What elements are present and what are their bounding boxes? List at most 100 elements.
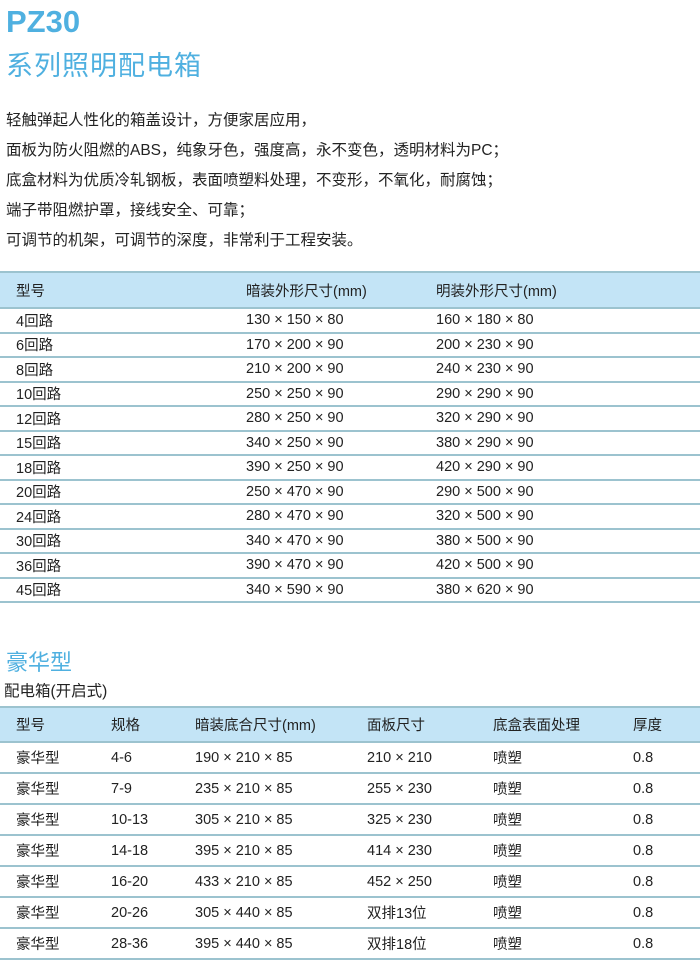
- table-cell: 395 × 210 × 85: [195, 835, 367, 867]
- table-cell: 10回路: [0, 381, 246, 407]
- table-cell: 320 × 500 × 90: [436, 504, 700, 530]
- feature-item: 端子带阻燃护罩，接线安全、可靠；: [6, 202, 255, 219]
- table-cell: 豪华型: [0, 897, 111, 929]
- table-row: 30回路 340 × 470 × 90 380 × 500 × 90: [0, 528, 700, 554]
- table-cell: 0.8: [633, 835, 700, 867]
- feature-item: 轻触弹起人性化的箱盖设计，方便家居应用，: [6, 112, 317, 129]
- table-row: 4回路 130 × 150 × 80 160 × 180 × 80: [0, 308, 700, 334]
- table-cell: 340 × 590 × 90: [246, 577, 436, 603]
- table-row: 45回路 340 × 590 × 90 380 × 620 × 90: [0, 577, 700, 603]
- table-cell: 喷塑: [493, 773, 633, 805]
- table-cell: 0.8: [633, 897, 700, 929]
- table-cell: 豪华型: [0, 866, 111, 898]
- table-cell: 320 × 290 × 90: [436, 406, 700, 432]
- table-row: 10回路 250 × 250 × 90 290 × 290 × 90: [0, 381, 700, 407]
- table-cell: 45回路: [0, 577, 246, 603]
- table-cell: 豪华型: [0, 835, 111, 867]
- table-cell: 28-36: [111, 928, 195, 960]
- feature-item: 面板为防火阻燃的ABS，纯象牙色，强度高，永不变色，透明材料为PC；: [6, 142, 509, 159]
- table-cell: 395 × 440 × 85: [195, 928, 367, 960]
- table-row: 20回路 250 × 470 × 90 290 × 500 × 90: [0, 479, 700, 505]
- table-cell: 250 × 250 × 90: [246, 381, 436, 407]
- table-cell: 36回路: [0, 553, 246, 579]
- column-header: 型号: [0, 707, 111, 743]
- column-header: 暗装外形尺寸(mm): [246, 272, 436, 309]
- table-cell: 160 × 180 × 80: [436, 308, 700, 334]
- table-row: 15回路 340 × 250 × 90 380 × 290 × 90: [0, 430, 700, 456]
- table-header: 型号 规格 暗装底合尺寸(mm) 面板尺寸 底盒表面处理 厚度: [0, 707, 700, 743]
- table-cell: 305 × 210 × 85: [195, 804, 367, 836]
- table-cell: 喷塑: [493, 742, 633, 774]
- table-cell: 20-26: [111, 897, 195, 929]
- dimensions-table: 型号 暗装外形尺寸(mm) 明装外形尺寸(mm) 4回路 130 × 150 × 80 1…: [0, 271, 700, 603]
- table-cell: 250 × 470 × 90: [246, 479, 436, 505]
- product-title: PZ30: [6, 4, 81, 39]
- table-row: 6回路 170 × 200 × 90 200 × 230 × 90: [0, 332, 700, 358]
- table-row: 豪华型 4-6 190 × 210 × 85 210 × 210 喷塑 0.8: [0, 742, 700, 774]
- table-cell: 380 × 500 × 90: [436, 528, 700, 554]
- table-cell: 170 × 200 × 90: [246, 332, 436, 358]
- table-cell: 24回路: [0, 504, 246, 530]
- section-title: 豪华型: [6, 650, 73, 675]
- table-header: 型号 暗装外形尺寸(mm) 明装外形尺寸(mm): [0, 272, 700, 309]
- table-cell: 8回路: [0, 357, 246, 383]
- table-cell: 380 × 620 × 90: [436, 577, 700, 603]
- table-row: 豪华型 7-9 235 × 210 × 85 255 × 230 喷塑 0.8: [0, 773, 700, 805]
- table-cell: 290 × 290 × 90: [436, 381, 700, 407]
- column-header: 底盒表面处理: [493, 707, 633, 743]
- table-cell: 4-6: [111, 742, 195, 774]
- table-cell: 0.8: [633, 804, 700, 836]
- table-row: 12回路 280 × 250 × 90 320 × 290 × 90: [0, 406, 700, 432]
- table-cell: 325 × 230: [367, 804, 493, 836]
- table-cell: 305 × 440 × 85: [195, 897, 367, 929]
- table-cell: 15回路: [0, 430, 246, 456]
- table-cell: 414 × 230: [367, 835, 493, 867]
- table-row: 24回路 280 × 470 × 90 320 × 500 × 90: [0, 504, 700, 530]
- table-cell: 4回路: [0, 308, 246, 334]
- table-cell: 0.8: [633, 773, 700, 805]
- table-cell: 130 × 150 × 80: [246, 308, 436, 334]
- table-cell: 20回路: [0, 479, 246, 505]
- table-cell: 433 × 210 × 85: [195, 866, 367, 898]
- table-cell: 340 × 470 × 90: [246, 528, 436, 554]
- table-cell: 双排18位: [367, 928, 493, 960]
- table-row: 8回路 210 × 200 × 90 240 × 230 × 90: [0, 357, 700, 383]
- table-cell: 喷塑: [493, 897, 633, 929]
- table-cell: 210 × 210: [367, 742, 493, 774]
- table-cell: 18回路: [0, 455, 246, 481]
- table-cell: 喷塑: [493, 835, 633, 867]
- column-header: 明装外形尺寸(mm): [436, 272, 700, 309]
- table-cell: 235 × 210 × 85: [195, 773, 367, 805]
- table-cell: 喷塑: [493, 866, 633, 898]
- table-cell: 豪华型: [0, 742, 111, 774]
- table-cell: 0.8: [633, 928, 700, 960]
- column-header: 型号: [0, 272, 246, 309]
- table-cell: 452 × 250: [367, 866, 493, 898]
- table-cell: 255 × 230: [367, 773, 493, 805]
- table-row: 豪华型 20-26 305 × 440 × 85 双排13位 喷塑 0.8: [0, 897, 700, 929]
- table-row: 36回路 390 × 470 × 90 420 × 500 × 90: [0, 553, 700, 579]
- deluxe-table: 型号 规格 暗装底合尺寸(mm) 面板尺寸 底盒表面处理 厚度 豪华型 4-6 190 × 21…: [0, 706, 700, 960]
- table-cell: 280 × 250 × 90: [246, 406, 436, 432]
- column-header: 暗装底合尺寸(mm): [195, 707, 367, 743]
- table-row: 18回路 390 × 250 × 90 420 × 290 × 90: [0, 455, 700, 481]
- table-row: 豪华型 14-18 395 × 210 × 85 414 × 230 喷塑 0.8: [0, 835, 700, 867]
- table-cell: 340 × 250 × 90: [246, 430, 436, 456]
- table-cell: 豪华型: [0, 773, 111, 805]
- table-cell: 豪华型: [0, 928, 111, 960]
- table-cell: 双排13位: [367, 897, 493, 929]
- table-row: 豪华型 10-13 305 × 210 × 85 325 × 230 喷塑 0.8: [0, 804, 700, 836]
- table-cell: 14-18: [111, 835, 195, 867]
- feature-item: 可调节的机架，可调节的深度，非常利于工程安装。: [6, 232, 363, 249]
- feature-item: 底盒材料为优质冷轧钢板，表面喷塑料处理，不变形，不氧化，耐腐蚀；: [6, 172, 503, 189]
- table-cell: 200 × 230 × 90: [436, 332, 700, 358]
- table-cell: 390 × 250 × 90: [246, 455, 436, 481]
- table-cell: 210 × 200 × 90: [246, 357, 436, 383]
- table-cell: 390 × 470 × 90: [246, 553, 436, 579]
- table-cell: 16-20: [111, 866, 195, 898]
- table-cell: 380 × 290 × 90: [436, 430, 700, 456]
- table-cell: 190 × 210 × 85: [195, 742, 367, 774]
- table-cell: 12回路: [0, 406, 246, 432]
- table-cell: 30回路: [0, 528, 246, 554]
